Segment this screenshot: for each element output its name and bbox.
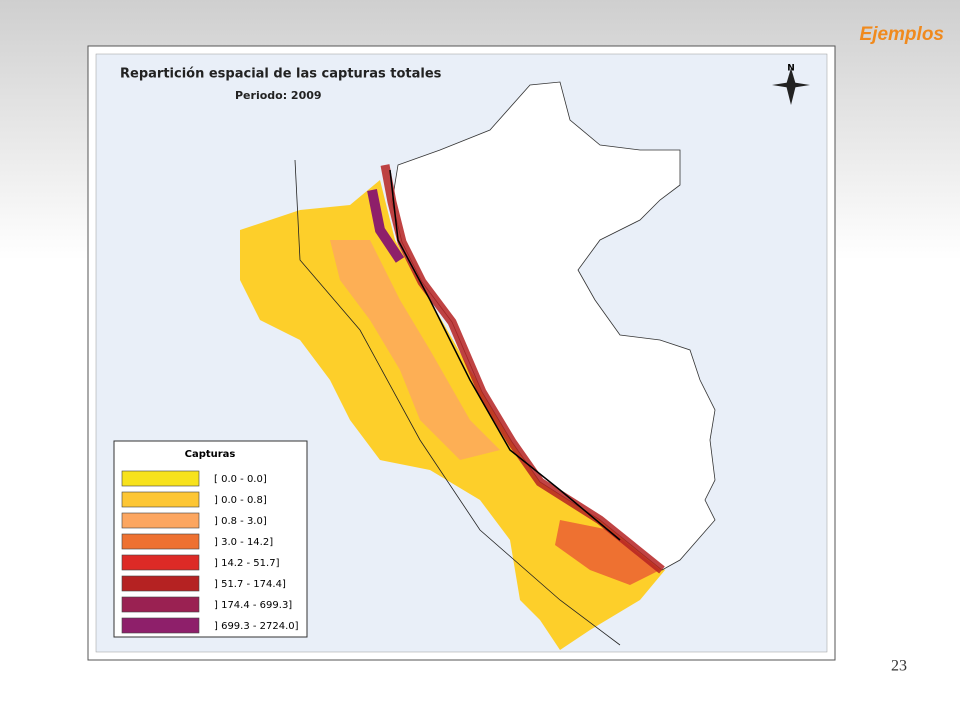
shelf-line xyxy=(389,169,621,541)
legend-swatch xyxy=(121,533,200,550)
boundary-line xyxy=(294,159,621,646)
svg-text:N: N xyxy=(787,64,795,74)
legend-swatch xyxy=(121,575,200,592)
legend-swatch xyxy=(121,512,200,529)
north-arrow: N xyxy=(772,64,810,105)
legend-swatch xyxy=(121,596,200,613)
map-title: Repartición espacial de las capturas tot… xyxy=(120,67,442,82)
legend-label: ] 14.2 - 51.7] xyxy=(214,558,280,569)
legend-title: Capturas xyxy=(185,449,236,460)
legend-swatch xyxy=(121,554,200,571)
legend-label: ] 0.0 - 0.8] xyxy=(214,495,267,506)
legend-label: ] 3.0 - 14.2] xyxy=(214,537,273,548)
page-number: 23 xyxy=(891,658,907,675)
legend-label: ] 0.8 - 3.0] xyxy=(214,516,267,527)
slide-title: Ejemplos xyxy=(860,24,944,45)
legend-label: ] 174.4 - 699.3] xyxy=(214,600,292,611)
coastal-band xyxy=(380,164,665,574)
legend-label: ] 51.7 - 174.4] xyxy=(214,579,286,590)
legend-items: [ 0.0 - 0.0] ] 0.0 - 0.8] ] 0.8 - 3.0] ] 3.… xyxy=(121,470,299,634)
map-subtitle: Periodo: 2009 xyxy=(235,89,322,102)
legend-swatch xyxy=(121,470,200,487)
legend-label: [ 0.0 - 0.0] xyxy=(214,474,267,485)
catch-area xyxy=(555,520,660,585)
catch-area xyxy=(330,240,500,460)
legend-label: ] 699.3 - 2724.0] xyxy=(214,621,299,632)
legend-swatch xyxy=(121,617,200,634)
coastal-band xyxy=(367,189,405,263)
legend-swatch xyxy=(121,491,200,508)
